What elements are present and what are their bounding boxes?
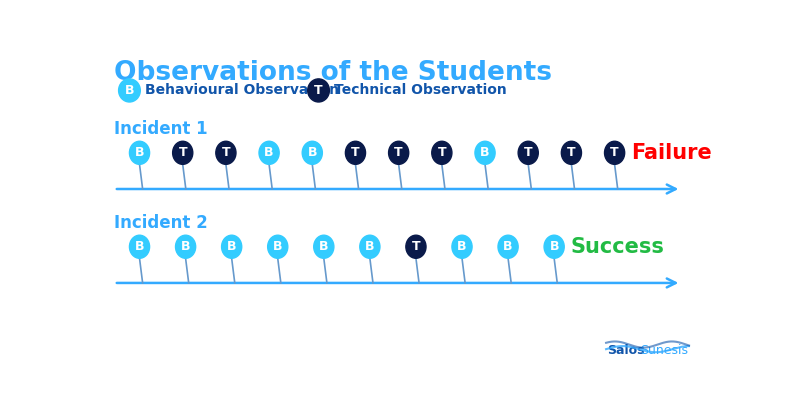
Ellipse shape xyxy=(475,141,495,164)
Ellipse shape xyxy=(498,235,518,258)
Ellipse shape xyxy=(605,141,625,164)
Text: Failure: Failure xyxy=(631,143,712,163)
Text: B: B xyxy=(319,240,329,253)
Text: B: B xyxy=(134,146,144,159)
Ellipse shape xyxy=(308,79,330,102)
Ellipse shape xyxy=(360,235,380,258)
Text: Incident 2: Incident 2 xyxy=(114,214,208,232)
Text: B: B xyxy=(264,146,274,159)
Text: T: T xyxy=(351,146,360,159)
Text: B: B xyxy=(480,146,490,159)
Ellipse shape xyxy=(130,235,150,258)
Text: Sunesis: Sunesis xyxy=(640,344,688,357)
Ellipse shape xyxy=(432,141,452,164)
Text: Incident 1: Incident 1 xyxy=(114,120,207,138)
Ellipse shape xyxy=(518,141,538,164)
Text: B: B xyxy=(227,240,237,253)
Ellipse shape xyxy=(130,141,150,164)
Ellipse shape xyxy=(118,79,140,102)
Ellipse shape xyxy=(222,235,242,258)
Ellipse shape xyxy=(302,141,322,164)
Text: T: T xyxy=(178,146,187,159)
Text: B: B xyxy=(134,240,144,253)
Text: T: T xyxy=(222,146,230,159)
Ellipse shape xyxy=(314,235,334,258)
Text: Salos: Salos xyxy=(608,344,645,357)
Text: B: B xyxy=(273,240,282,253)
Text: Observations of the Students: Observations of the Students xyxy=(114,60,552,86)
Text: T: T xyxy=(438,146,446,159)
Ellipse shape xyxy=(259,141,279,164)
Text: T: T xyxy=(394,146,403,159)
Text: B: B xyxy=(307,146,317,159)
Text: T: T xyxy=(524,146,533,159)
Ellipse shape xyxy=(452,235,472,258)
Text: T: T xyxy=(610,146,619,159)
Ellipse shape xyxy=(175,235,196,258)
Text: B: B xyxy=(550,240,559,253)
Text: Success: Success xyxy=(570,237,664,257)
Text: B: B xyxy=(181,240,190,253)
Ellipse shape xyxy=(268,235,288,258)
Text: B: B xyxy=(503,240,513,253)
Ellipse shape xyxy=(346,141,366,164)
Ellipse shape xyxy=(406,235,426,258)
Ellipse shape xyxy=(544,235,564,258)
Ellipse shape xyxy=(562,141,582,164)
Text: B: B xyxy=(125,84,134,97)
Text: B: B xyxy=(458,240,466,253)
Text: Technical Observation: Technical Observation xyxy=(334,84,507,97)
Text: Behavioural Observation: Behavioural Observation xyxy=(145,84,339,97)
Text: T: T xyxy=(314,84,323,97)
Text: B: B xyxy=(365,240,374,253)
Ellipse shape xyxy=(389,141,409,164)
Text: T: T xyxy=(567,146,576,159)
Ellipse shape xyxy=(216,141,236,164)
Text: T: T xyxy=(412,240,420,253)
Ellipse shape xyxy=(173,141,193,164)
